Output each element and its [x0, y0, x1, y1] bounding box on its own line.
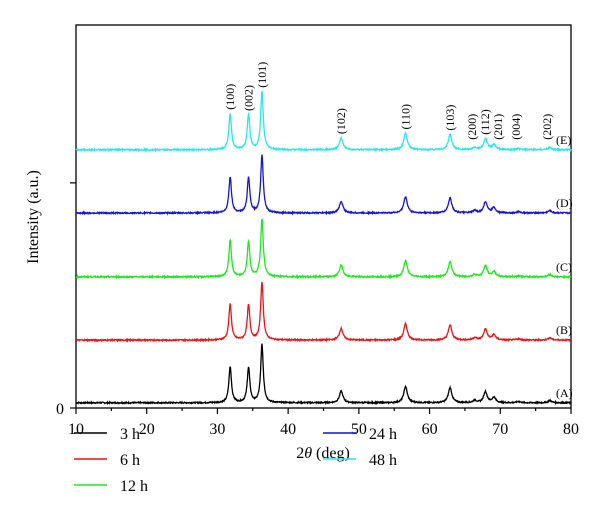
- series-tag: (C): [556, 260, 572, 274]
- series-line-24h: [75, 154, 572, 216]
- series-line-12h: [75, 218, 572, 280]
- peak-label: (103): [443, 105, 457, 131]
- peak-label: (100): [223, 84, 237, 110]
- x-tick-label: 20: [139, 421, 155, 438]
- legend-label: 48 h: [369, 452, 397, 469]
- series-tag: (E): [556, 133, 571, 147]
- series-tag: (B): [556, 323, 572, 337]
- peak-label: (200): [465, 114, 479, 140]
- y-axis-label: Intensity (a.u.): [25, 170, 42, 264]
- legend-label: 12 h: [120, 478, 148, 495]
- x-axis-label: 2θ (deg): [296, 445, 350, 462]
- y-tick-label: 0: [56, 401, 64, 418]
- legend-label: 3 h: [120, 426, 140, 443]
- legend: 3 h 6 h 12 h 24 h 48 h: [74, 426, 397, 495]
- axes-group: 10 20 30 40 50 60 70 80 0: [56, 182, 579, 438]
- legend-label: 24 h: [369, 426, 397, 443]
- peak-label: (202): [540, 114, 554, 140]
- peak-label: (112): [478, 109, 492, 135]
- series-tag: (D): [556, 196, 573, 210]
- series-line-3h: [75, 343, 572, 406]
- peak-label: (110): [399, 104, 413, 130]
- x-tick-label: 30: [209, 421, 225, 438]
- series-group: [75, 90, 572, 406]
- x-tick-label: 10: [68, 421, 84, 438]
- legend-label: 6 h: [120, 452, 140, 469]
- x-tick-label: 70: [492, 421, 508, 438]
- peak-label: (102): [334, 108, 348, 134]
- peak-label: (004): [509, 114, 523, 140]
- x-tick-label: 50: [351, 421, 367, 438]
- x-tick-label: 80: [563, 421, 579, 438]
- peak-labels: (A) (B) (C) (D) (E) (100) (002)(101) (102) (110)…: [223, 62, 573, 400]
- series-tag: (A): [556, 386, 573, 400]
- peak-label: (002): [242, 85, 256, 111]
- x-tick-label: 60: [422, 421, 438, 438]
- series-line-6h: [75, 281, 572, 344]
- plot-frame: [75, 24, 572, 409]
- peak-label: (101): [255, 62, 269, 88]
- series-line-48h: [75, 90, 572, 153]
- peak-label: (201): [491, 114, 505, 140]
- x-tick-label: 40: [280, 421, 296, 438]
